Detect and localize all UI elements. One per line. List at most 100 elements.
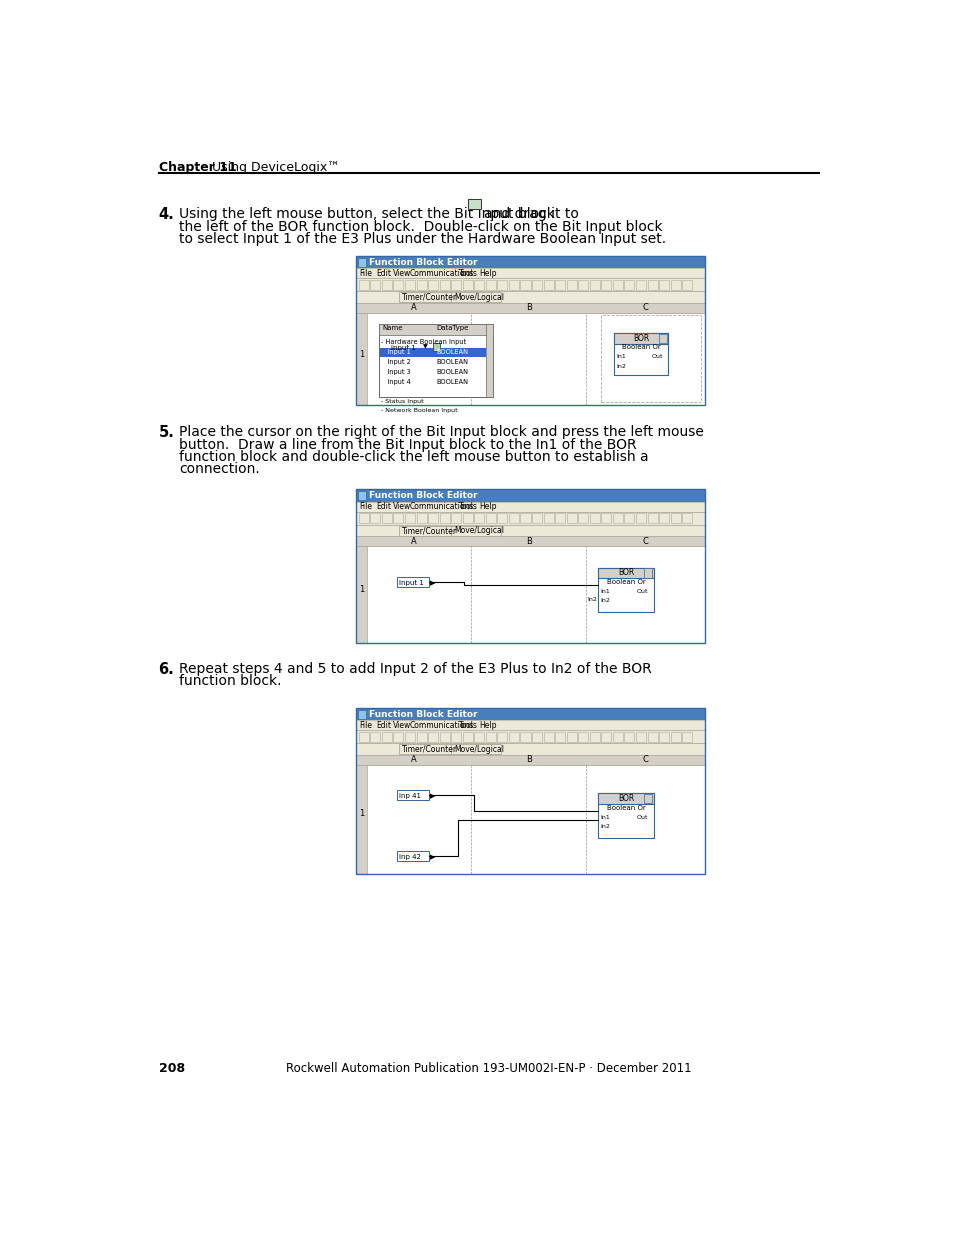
- Bar: [356, 511, 703, 525]
- Text: B: B: [525, 536, 531, 546]
- Bar: [451, 732, 460, 742]
- Text: C: C: [641, 536, 648, 546]
- Bar: [474, 514, 484, 524]
- Bar: [532, 280, 541, 290]
- Bar: [647, 514, 657, 524]
- Bar: [356, 708, 703, 720]
- Text: BOR: BOR: [618, 794, 634, 803]
- Text: In2: In2: [587, 597, 597, 601]
- Text: Input 1: Input 1: [391, 345, 416, 351]
- Bar: [647, 732, 657, 742]
- Text: Inp 41: Inp 41: [398, 793, 420, 799]
- Bar: [462, 280, 473, 290]
- Bar: [636, 732, 645, 742]
- Bar: [508, 732, 518, 742]
- Bar: [433, 343, 440, 351]
- Text: Name: Name: [381, 325, 402, 331]
- Bar: [396, 577, 429, 587]
- Text: Timer/Counter: Timer/Counter: [401, 745, 456, 753]
- Bar: [485, 732, 496, 742]
- Text: Chapter 11: Chapter 11: [158, 162, 236, 174]
- Bar: [670, 732, 679, 742]
- Text: A: A: [411, 536, 416, 546]
- Text: BOOLEAN: BOOLEAN: [436, 379, 468, 385]
- Bar: [485, 514, 496, 524]
- Bar: [381, 732, 392, 742]
- Bar: [398, 293, 451, 303]
- Bar: [356, 489, 703, 643]
- Text: In2: In2: [600, 599, 610, 604]
- Bar: [381, 514, 392, 524]
- Bar: [451, 514, 460, 524]
- Bar: [589, 514, 599, 524]
- Text: File: File: [359, 503, 373, 511]
- Bar: [416, 280, 426, 290]
- Bar: [428, 514, 437, 524]
- Bar: [598, 793, 653, 804]
- Bar: [543, 514, 553, 524]
- Bar: [543, 732, 553, 742]
- Bar: [396, 789, 429, 800]
- Bar: [578, 732, 588, 742]
- Bar: [428, 732, 437, 742]
- Bar: [370, 514, 380, 524]
- Bar: [520, 514, 530, 524]
- Text: BOOLEAN: BOOLEAN: [436, 369, 468, 375]
- Bar: [600, 732, 611, 742]
- Bar: [356, 278, 703, 291]
- Text: Input 1: Input 1: [381, 350, 411, 356]
- Text: In1: In1: [600, 589, 610, 594]
- Text: In1: In1: [600, 815, 610, 820]
- Bar: [405, 514, 415, 524]
- Text: Using the left mouse button, select the Bit Input block: Using the left mouse button, select the …: [179, 207, 555, 221]
- Text: 6.: 6.: [158, 662, 174, 677]
- Bar: [451, 293, 500, 303]
- Bar: [468, 199, 480, 209]
- Bar: [598, 568, 653, 613]
- Bar: [555, 732, 564, 742]
- Text: Using DeviceLogix™: Using DeviceLogix™: [213, 162, 340, 174]
- Text: A: A: [411, 304, 416, 312]
- Bar: [356, 256, 703, 405]
- Text: Out: Out: [636, 815, 648, 820]
- Text: Edit: Edit: [375, 503, 391, 511]
- Text: the left of the BOR function block.  Double-click on the Bit Input block: the left of the BOR function block. Doub…: [179, 220, 662, 233]
- Bar: [356, 489, 703, 501]
- Bar: [428, 280, 437, 290]
- Bar: [532, 514, 541, 524]
- Text: 1: 1: [359, 809, 364, 819]
- Text: Place the cursor on the right of the Bit Input block and press the left mouse: Place the cursor on the right of the Bit…: [179, 425, 703, 440]
- Text: Input 3: Input 3: [381, 369, 411, 375]
- Bar: [647, 280, 657, 290]
- Bar: [356, 755, 703, 764]
- Bar: [393, 732, 403, 742]
- Text: In1: In1: [616, 354, 626, 359]
- Bar: [393, 514, 403, 524]
- Bar: [356, 764, 703, 873]
- Bar: [474, 732, 484, 742]
- Text: 5.: 5.: [158, 425, 174, 441]
- Bar: [532, 732, 541, 742]
- Bar: [462, 732, 473, 742]
- Text: connection.: connection.: [179, 462, 260, 477]
- Text: Boolean Or: Boolean Or: [606, 579, 644, 585]
- Bar: [566, 280, 577, 290]
- Bar: [356, 720, 703, 730]
- Text: Rockwell Automation Publication 193-UM002I-EN-P · December 2011: Rockwell Automation Publication 193-UM00…: [286, 1062, 691, 1074]
- Text: DataType: DataType: [436, 325, 469, 331]
- Text: Communications: Communications: [410, 269, 474, 278]
- Bar: [405, 732, 415, 742]
- Bar: [396, 851, 429, 861]
- Bar: [356, 268, 703, 278]
- Bar: [389, 341, 431, 352]
- Text: ▶: ▶: [429, 793, 435, 799]
- Bar: [356, 708, 703, 873]
- Bar: [398, 745, 451, 755]
- Bar: [356, 525, 703, 536]
- Bar: [497, 280, 507, 290]
- Bar: [358, 280, 369, 290]
- Bar: [670, 280, 679, 290]
- Text: Function Block Editor: Function Block Editor: [369, 490, 476, 500]
- Bar: [451, 526, 500, 536]
- Text: View: View: [393, 269, 411, 278]
